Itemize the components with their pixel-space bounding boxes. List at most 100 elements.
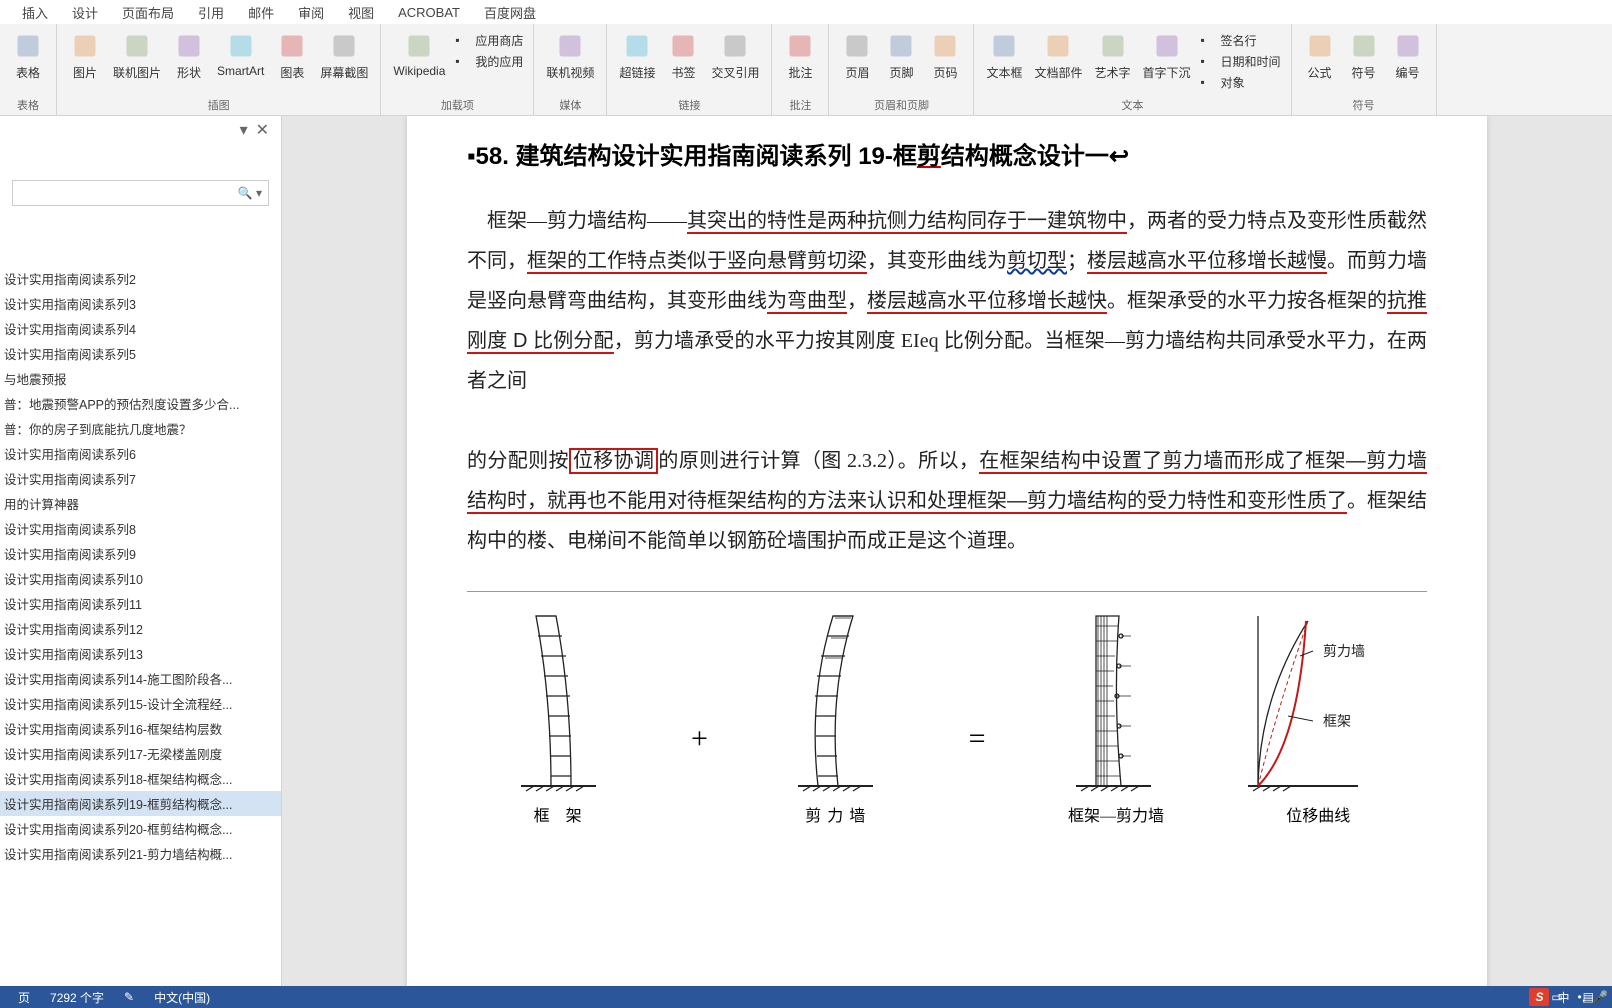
ribbon-group-label: 页眉和页脚	[835, 95, 967, 115]
nav-heading-item[interactable]: 设计实用指南阅读系列2	[0, 266, 281, 291]
nav-heading-item[interactable]: 普：地震预警APP的预估烈度设置多少合...	[0, 391, 281, 416]
nav-heading-item[interactable]: 设计实用指南阅读系列5	[0, 341, 281, 366]
diagram-row: 框 架 +	[467, 591, 1427, 826]
ribbon-small-button[interactable]: ▪日期和时间	[1201, 51, 1281, 72]
document-area: ▪58. 建筑结构设计实用指南阅读系列 19-框剪结构概念设计一↩ 框架—剪力墙…	[282, 116, 1612, 986]
ime-sogou-icon[interactable]: S	[1529, 988, 1549, 1006]
quickparts-button-icon	[1042, 30, 1074, 62]
nav-heading-item[interactable]: 设计实用指南阅读系列19-框剪结构概念...	[0, 791, 281, 816]
dropcap-button-icon	[1151, 30, 1183, 62]
document-body: 框架—剪力墙结构——其突出的特性是两种抗侧力结构同存于一建筑物中，两者的受力特点…	[467, 201, 1427, 561]
tab-review[interactable]: 审阅	[286, 3, 336, 22]
dropcap-button[interactable]: 首字下沉	[1137, 28, 1197, 83]
nav-heading-item[interactable]: 设计实用指南阅读系列3	[0, 291, 281, 316]
comment-button[interactable]: 批注	[778, 28, 822, 83]
tab-layout[interactable]: 页面布局	[110, 3, 186, 22]
shapes-button-icon	[173, 30, 205, 62]
nav-heading-item[interactable]: 与地震预报	[0, 366, 281, 391]
svg-text:框架: 框架	[1323, 713, 1351, 729]
bookmark-button-icon	[667, 30, 699, 62]
nav-search-input[interactable]: 🔍 ▾	[12, 180, 269, 206]
svg-text:剪力墙: 剪力墙	[1323, 643, 1365, 659]
picture-button[interactable]: 图片	[63, 28, 107, 83]
online-video-button[interactable]: 联机视频	[540, 28, 600, 83]
online-picture-button[interactable]: 联机图片	[107, 28, 167, 83]
nav-heading-item[interactable]: 设计实用指南阅读系列13	[0, 641, 281, 666]
tab-insert[interactable]: 插入	[10, 3, 60, 22]
nav-heading-item[interactable]: 普：你的房子到底能抗几度地震？	[0, 416, 281, 441]
tab-design[interactable]: 设计	[60, 3, 110, 22]
chart-button[interactable]: 图表	[270, 28, 314, 83]
header-button-icon	[841, 30, 873, 62]
bookmark-button[interactable]: 书签	[661, 28, 705, 83]
ribbon-group-label: 表格	[6, 95, 50, 115]
nav-heading-item[interactable]: 设计实用指南阅读系列18-框架结构概念...	[0, 766, 281, 791]
nav-heading-item[interactable]: 设计实用指南阅读系列6	[0, 441, 281, 466]
ribbon-group-label: 插图	[63, 95, 374, 115]
nav-options-icon[interactable]: ▾	[236, 120, 252, 140]
wordart-button[interactable]: 艺术字	[1089, 28, 1137, 83]
nav-heading-item[interactable]: 设计实用指南阅读系列11	[0, 591, 281, 616]
nav-heading-item[interactable]: 用的计算神器	[0, 491, 281, 516]
nav-heading-item[interactable]: 设计实用指南阅读系列7	[0, 466, 281, 491]
tab-acrobat[interactable]: ACROBAT	[386, 5, 472, 20]
tab-references[interactable]: 引用	[186, 3, 236, 22]
ime-mic-icon[interactable]: 🎤	[1589, 990, 1612, 1004]
quickparts-button[interactable]: 文档部件	[1028, 28, 1088, 83]
number-button-icon	[1392, 30, 1424, 62]
number-button[interactable]: 编号	[1386, 28, 1430, 83]
comment-button-icon	[784, 30, 816, 62]
diagram-displacement: 剪力墙 框架 位移曲线	[1238, 606, 1398, 826]
status-wordcount[interactable]: 7292 个字	[40, 989, 114, 1006]
nav-heading-item[interactable]: 设计实用指南阅读系列17-无梁楼盖刚度	[0, 741, 281, 766]
nav-heading-item[interactable]: 设计实用指南阅读系列8	[0, 516, 281, 541]
search-icon[interactable]: 🔍 ▾	[238, 186, 262, 200]
nav-heading-item[interactable]: 设计实用指南阅读系列21-剪力墙结构概...	[0, 841, 281, 866]
screenshot-button[interactable]: 屏幕截图	[314, 28, 374, 83]
nav-heading-item[interactable]: 设计实用指南阅读系列16-框架结构层数	[0, 716, 281, 741]
status-spellcheck-icon[interactable]: ✎	[114, 990, 144, 1004]
nav-heading-item[interactable]: 设计实用指南阅读系列9	[0, 541, 281, 566]
ribbon-small-button[interactable]: ▪我的应用	[455, 51, 523, 72]
smartart-button-icon	[225, 30, 257, 62]
nav-heading-item[interactable]: 设计实用指南阅读系列12	[0, 616, 281, 641]
nav-heading-item[interactable]: 设计实用指南阅读系列15-设计全流程经...	[0, 691, 281, 716]
nav-headings-list: 设计实用指南阅读系列2设计实用指南阅读系列3设计实用指南阅读系列4设计实用指南阅…	[0, 266, 281, 866]
tab-mailings[interactable]: 邮件	[236, 3, 286, 22]
header-button[interactable]: 页眉	[835, 28, 879, 83]
ribbon-small-button[interactable]: ▪对象	[1201, 72, 1281, 93]
shapes-button[interactable]: 形状	[167, 28, 211, 83]
ribbon-small-button[interactable]: ▪签名行	[1201, 30, 1281, 51]
footer-button[interactable]: 页脚	[879, 28, 923, 83]
document-page: ▪58. 建筑结构设计实用指南阅读系列 19-框剪结构概念设计一↩ 框架—剪力墙…	[407, 116, 1487, 986]
status-language[interactable]: 中文(中国)	[144, 989, 220, 1006]
document-title: ▪58. 建筑结构设计实用指南阅读系列 19-框剪结构概念设计一↩	[467, 136, 1427, 171]
status-page[interactable]: 页	[8, 989, 40, 1006]
table-button[interactable]: 表格	[6, 28, 50, 83]
ime-punct-icon[interactable]: •,	[1574, 990, 1590, 1004]
online-picture-button-icon	[121, 30, 153, 62]
nav-heading-item[interactable]: 设计实用指南阅读系列20-框剪结构概念...	[0, 816, 281, 841]
nav-heading-item[interactable]: 设计实用指南阅读系列14-施工图阶段各...	[0, 666, 281, 691]
hyperlink-button[interactable]: 超链接	[613, 28, 661, 83]
smartart-button[interactable]: SmartArt	[211, 28, 270, 80]
footer-button-icon	[885, 30, 917, 62]
ribbon-group-label: 链接	[613, 95, 765, 115]
ime-mode[interactable]: 中	[1553, 989, 1573, 1006]
nav-heading-item[interactable]: 设计实用指南阅读系列10	[0, 566, 281, 591]
textbox-button[interactable]: 文本框	[980, 28, 1028, 83]
online-video-button-icon	[554, 30, 586, 62]
ribbon-small-button[interactable]: ▪应用商店	[455, 30, 523, 51]
status-bar: 页 7292 个字 ✎ 中文(中国) ▭ ▤	[0, 986, 1612, 1008]
crossref-button-icon	[719, 30, 751, 62]
equation-button[interactable]: 公式	[1298, 28, 1342, 83]
nav-close-icon[interactable]: ✕	[252, 120, 273, 140]
crossref-button[interactable]: 交叉引用	[705, 28, 765, 83]
hyperlink-button-icon	[621, 30, 653, 62]
nav-heading-item[interactable]: 设计实用指南阅读系列4	[0, 316, 281, 341]
tab-view[interactable]: 视图	[336, 3, 386, 22]
symbol-button[interactable]: 符号	[1342, 28, 1386, 83]
pagenum-button[interactable]: 页码	[923, 28, 967, 83]
wikipedia-button[interactable]: Wikipedia	[387, 28, 451, 80]
tab-baidupan[interactable]: 百度网盘	[472, 3, 548, 22]
